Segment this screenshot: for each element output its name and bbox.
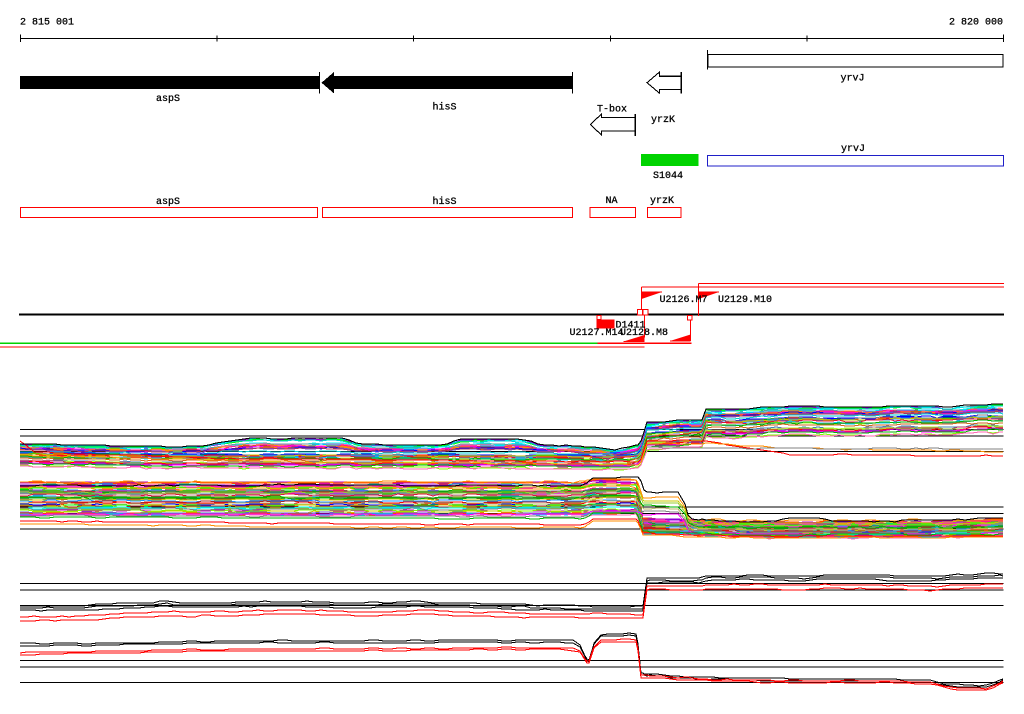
svg-text:hisS: hisS xyxy=(433,196,457,208)
svg-text:NA: NA xyxy=(606,196,618,207)
svg-text:D1411: D1411 xyxy=(616,321,646,332)
svg-text:hisS: hisS xyxy=(433,102,457,114)
svg-text:yrvJ: yrvJ xyxy=(841,144,865,155)
svg-text:yrzK: yrzK xyxy=(651,115,675,126)
svg-text:aspS: aspS xyxy=(156,94,180,105)
svg-text:U2127.M14: U2127.M14 xyxy=(570,328,624,339)
svg-text:2 815 001: 2 815 001 xyxy=(20,18,74,29)
svg-text:yrzK: yrzK xyxy=(650,196,674,207)
svg-text:U2126.M7: U2126.M7 xyxy=(660,295,708,306)
svg-text:S1044: S1044 xyxy=(653,171,683,182)
svg-text:U2128.M8: U2128.M8 xyxy=(620,328,668,339)
svg-text:2 820 000: 2 820 000 xyxy=(949,18,1003,29)
svg-text:yrvJ: yrvJ xyxy=(841,74,865,85)
svg-text:T-box: T-box xyxy=(597,104,627,116)
svg-text:aspS: aspS xyxy=(156,197,180,208)
svg-text:U2129.M10: U2129.M10 xyxy=(718,295,772,306)
